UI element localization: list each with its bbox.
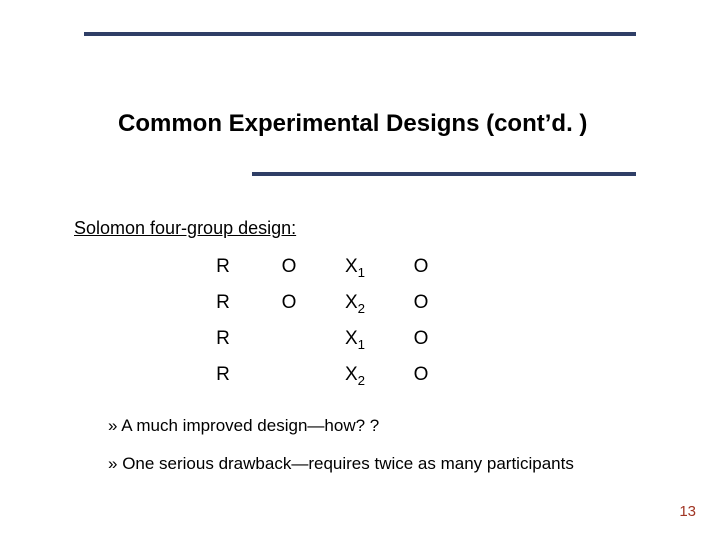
cell-o-post: O [388,328,454,364]
x-subscript: 1 [358,337,365,352]
slide-title: Common Experimental Designs (cont’d. ) [118,110,587,138]
cell-x: X1 [322,256,388,292]
x-label: X [345,256,358,277]
x-subscript: 2 [358,373,365,388]
cell-r: R [190,292,256,328]
x-subscript: 2 [358,301,365,316]
cell-o-post: O [388,256,454,292]
cell-o-pre: O [256,256,322,292]
subtitle: Solomon four-group design: [74,218,296,239]
x-subscript: 1 [358,265,365,280]
cell-x: X2 [322,292,388,328]
cell-r: R [190,328,256,364]
cell-x: X2 [322,364,388,400]
x-label: X [345,292,358,313]
design-table-body: ROX1OROX2ORX1ORX2O [190,256,454,400]
design-table: ROX1OROX2ORX1ORX2O [190,256,454,400]
slide: Common Experimental Designs (cont’d. ) S… [0,0,720,540]
bullet-list: A much improved design—how? ? One serious… [108,416,574,492]
table-row: ROX2O [190,292,454,328]
table-row: RX2O [190,364,454,400]
cell-r: R [190,364,256,400]
cell-o-pre [256,364,322,400]
x-label: X [345,328,358,349]
bullet-item: One serious drawback—requires twice as m… [108,454,574,474]
table-row: ROX1O [190,256,454,292]
cell-r: R [190,256,256,292]
bullet-item: A much improved design—how? ? [108,416,574,436]
cell-x: X1 [322,328,388,364]
cell-o-post: O [388,292,454,328]
rule-top [84,32,636,36]
cell-o-pre [256,328,322,364]
table-row: RX1O [190,328,454,364]
cell-o-post: O [388,364,454,400]
x-label: X [345,364,358,385]
rule-bottom [252,172,636,176]
cell-o-pre: O [256,292,322,328]
page-number: 13 [679,503,696,520]
